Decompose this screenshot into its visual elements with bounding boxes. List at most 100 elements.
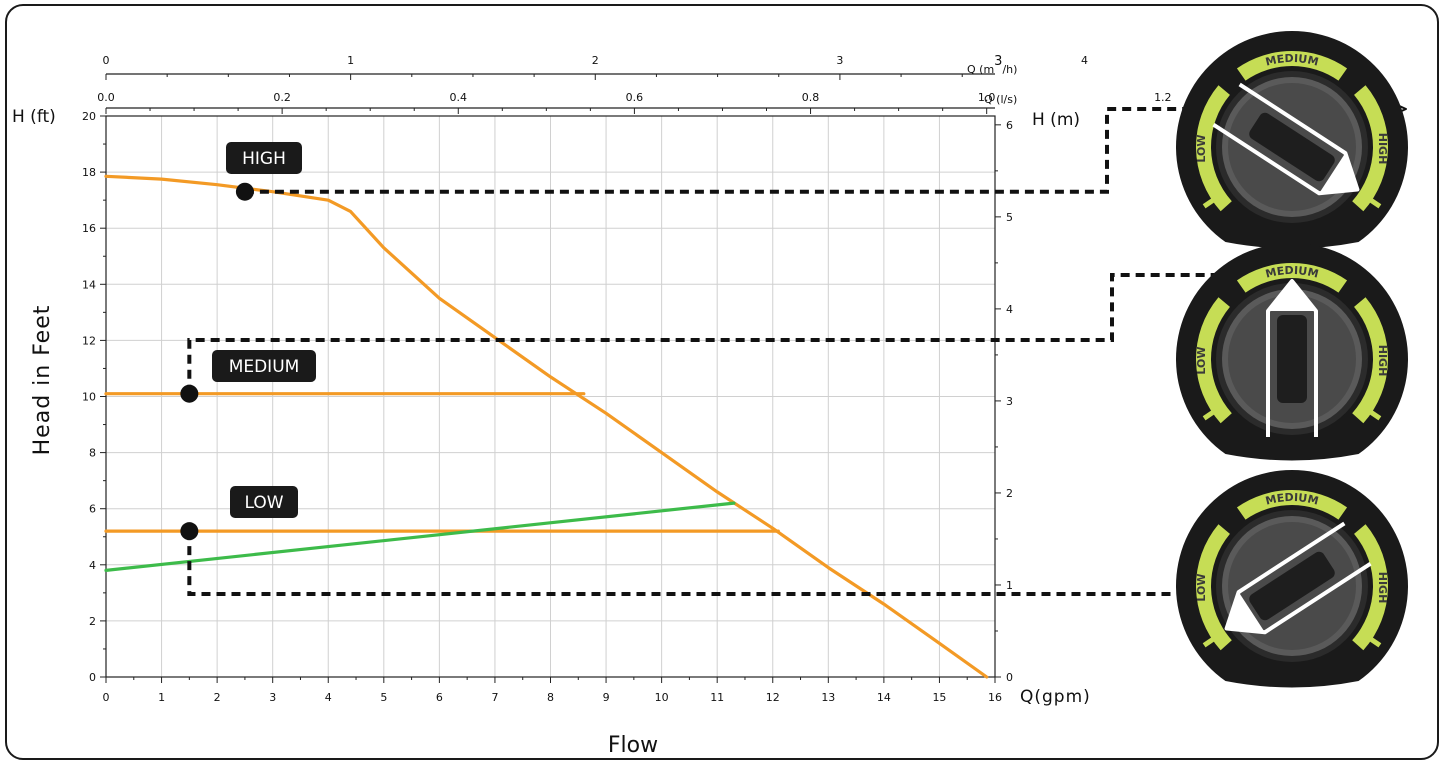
dial-label-low: LOW bbox=[1195, 134, 1208, 162]
x-bottom-tick-label: 9 bbox=[603, 691, 610, 704]
dial-segment-high bbox=[1352, 85, 1389, 212]
y-right-tick-label: 5 bbox=[1006, 211, 1013, 224]
operating-points: HIGH MEDIUM LOW bbox=[180, 142, 316, 541]
speed-dial-high: MEDIUM LOW HIGH bbox=[1176, 31, 1408, 249]
operating-point-medium bbox=[180, 384, 199, 403]
x-bottom-tick-label: 1 bbox=[158, 691, 165, 704]
y-left-tick-label: 14 bbox=[82, 278, 96, 291]
speed-dials: MEDIUM LOW HIGH MEDIUM LOW HIGH MEDIUM LOW HIGH bbox=[1176, 31, 1408, 688]
dial-label-high: HIGH bbox=[1376, 572, 1389, 604]
x-bottom-axis-label: Q(gpm) bbox=[1020, 687, 1091, 707]
dial-label-medium: MEDIUM bbox=[1264, 491, 1320, 508]
y-right-tick-label: 3 bbox=[1006, 395, 1013, 408]
dial-segment-high bbox=[1352, 524, 1388, 651]
x-bottom-tick-label: 15 bbox=[932, 691, 946, 704]
badge-medium bbox=[212, 350, 316, 382]
y-right-tick-label: 6 bbox=[1006, 119, 1013, 132]
dial-pointer-arrowhead bbox=[1268, 281, 1316, 311]
connector-low bbox=[187, 531, 1186, 596]
dial-segment-low bbox=[1196, 524, 1232, 651]
series-line-high bbox=[104, 174, 989, 679]
x-bottom-tick-label: 6 bbox=[436, 691, 443, 704]
x-top-m3h-tick-label: 0 bbox=[103, 54, 110, 67]
dial-segment-medium bbox=[1236, 262, 1348, 293]
y-right-tick-label: 1 bbox=[1006, 579, 1013, 592]
dial-segment-low bbox=[1196, 85, 1232, 212]
x-top-m3h-tick-label: 2 bbox=[592, 54, 599, 67]
speed-dial-medium: MEDIUM LOW HIGH bbox=[1176, 243, 1408, 461]
connector-medium bbox=[187, 273, 1260, 394]
x-axis-title: Flow bbox=[608, 733, 658, 758]
x-top-ls-tick-label: 0.6 bbox=[626, 91, 644, 104]
dial-segment-high bbox=[1352, 297, 1388, 424]
x-bottom-tick-label: 2 bbox=[214, 691, 221, 704]
dial-handle bbox=[1277, 315, 1307, 403]
dial-end-mark bbox=[1368, 636, 1382, 648]
y-axis-title: Head in Feet bbox=[30, 305, 55, 456]
y-left-tick-label: 6 bbox=[89, 503, 96, 516]
dial-end-mark bbox=[1202, 197, 1216, 209]
dial-end-mark bbox=[1202, 636, 1216, 648]
x-top-ls-axis-label: Q (l/s) bbox=[984, 93, 1017, 106]
y-left-tick-label: 20 bbox=[82, 110, 96, 123]
x-top-ls-tick-label: 0.4 bbox=[450, 91, 468, 104]
dial-label-high: HIGH bbox=[1376, 133, 1389, 165]
x-bottom-tick-label: 5 bbox=[380, 691, 387, 704]
dial-segment-medium bbox=[1236, 51, 1348, 81]
dial-label-medium: MEDIUM bbox=[1264, 52, 1320, 69]
dial-pointer bbox=[1212, 82, 1360, 196]
x-bottom-tick-label: 4 bbox=[325, 691, 332, 704]
x-top-ls-tick-label: 1.2 bbox=[1154, 91, 1172, 104]
y-left-axis-label: H (ft) bbox=[12, 107, 56, 127]
y-left-tick-label: 16 bbox=[82, 222, 96, 235]
x-bottom-tick-label: 3 bbox=[269, 691, 276, 704]
y-left-tick-label: 12 bbox=[82, 334, 96, 347]
dial-label-low: LOW bbox=[1195, 573, 1208, 601]
series-line-system-curve bbox=[104, 501, 736, 572]
dial-pointer bbox=[1266, 279, 1318, 437]
x-bottom-tick-label: 0 bbox=[103, 691, 110, 704]
operating-point-high bbox=[235, 182, 254, 201]
dial-end-mark bbox=[1368, 409, 1382, 421]
dial-pointer bbox=[1224, 521, 1372, 635]
y-right-tick-label: 0 bbox=[1006, 671, 1013, 684]
dial-handle bbox=[1249, 112, 1335, 182]
dial-end-mark bbox=[1368, 197, 1382, 209]
x-top-ls-tick-label: 0.2 bbox=[273, 91, 291, 104]
dial-label-medium: MEDIUM bbox=[1264, 264, 1320, 281]
dial-end-mark bbox=[1202, 409, 1216, 421]
series bbox=[104, 174, 989, 679]
x-bottom-tick-label: 14 bbox=[877, 691, 891, 704]
dial-handle bbox=[1249, 551, 1335, 621]
badge-label-high: HIGH bbox=[242, 149, 286, 169]
dial-segment-medium bbox=[1236, 489, 1348, 520]
speed-dial-low: MEDIUM LOW HIGH bbox=[1176, 470, 1408, 688]
x-bottom-tick-label: 7 bbox=[491, 691, 498, 704]
x-bottom-tick-label: 13 bbox=[821, 691, 835, 704]
y-left-tick-label: 4 bbox=[89, 559, 96, 572]
y-left-tick-label: 8 bbox=[89, 447, 96, 460]
dial-label-high: HIGH bbox=[1376, 345, 1389, 377]
y-right-axis-label: H (m) bbox=[1032, 110, 1080, 130]
axes: 0 1 2 3 4 5 6 7 8 9 10 11 12 13 14 15 160246810121416182… bbox=[82, 54, 1172, 704]
dial-label-low: LOW bbox=[1195, 346, 1208, 374]
badge-low bbox=[230, 486, 298, 518]
badge-label-low: LOW bbox=[244, 493, 283, 513]
badge-label-medium: MEDIUM bbox=[229, 357, 300, 377]
badge-high bbox=[226, 142, 302, 174]
y-right-tick-label: 4 bbox=[1006, 303, 1013, 316]
y-left-tick-label: 10 bbox=[82, 391, 96, 404]
x-bottom-tick-label: 8 bbox=[547, 691, 554, 704]
operating-point-low bbox=[180, 522, 199, 541]
y-right-tick-label: 2 bbox=[1006, 487, 1013, 500]
y-left-tick-label: 0 bbox=[89, 671, 96, 684]
x-top-ls-tick-label: 0.8 bbox=[802, 91, 820, 104]
x-bottom-tick-label: 12 bbox=[766, 691, 780, 704]
x-bottom-tick-label: 11 bbox=[710, 691, 724, 704]
x-top-m3h-tick-label: 4 bbox=[1081, 54, 1088, 67]
dial-segment-low bbox=[1196, 297, 1232, 424]
y-left-tick-label: 2 bbox=[89, 615, 96, 628]
x-top-ls-tick-label: 1.0 bbox=[978, 91, 996, 104]
x-top-m3h-tick-label: 1 bbox=[347, 54, 354, 67]
